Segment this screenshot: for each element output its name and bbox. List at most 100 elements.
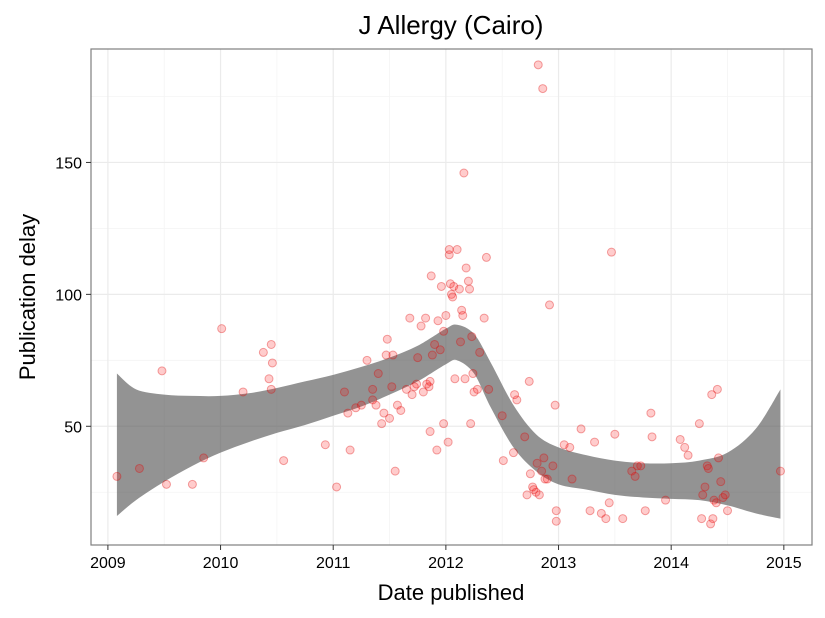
data-point: [697, 514, 707, 524]
data-point: [379, 408, 389, 418]
data-point: [475, 347, 485, 357]
x-tick-label: 2013: [541, 555, 577, 572]
data-point: [425, 376, 435, 386]
data-point: [468, 369, 478, 379]
y-tick-label: 100: [55, 287, 82, 304]
y-tick-label: 50: [64, 419, 82, 436]
data-point: [467, 332, 477, 342]
major-gridlines: [91, 49, 812, 545]
data-point: [412, 379, 422, 389]
data-point: [320, 440, 330, 450]
data-point: [351, 403, 361, 413]
data-point: [385, 413, 395, 423]
data-point: [382, 334, 392, 344]
data-point: [559, 440, 569, 450]
data-point: [632, 461, 642, 471]
data-point: [401, 384, 411, 394]
data-point: [368, 384, 378, 394]
data-point: [702, 461, 712, 471]
data-point: [362, 355, 372, 365]
data-point: [448, 292, 458, 302]
data-point: [469, 387, 479, 397]
data-point: [472, 384, 482, 394]
data-point: [708, 514, 718, 524]
data-point: [436, 281, 446, 291]
x-axis-title: Date published: [378, 580, 525, 605]
data-point: [525, 469, 535, 479]
data-point: [661, 495, 671, 505]
data-point: [548, 461, 558, 471]
data-point: [450, 374, 460, 384]
data-point: [445, 279, 455, 289]
data-point: [720, 490, 730, 500]
data-point: [700, 482, 710, 492]
data-point: [238, 387, 248, 397]
data-point: [371, 400, 381, 410]
data-point: [258, 347, 268, 357]
data-point: [646, 408, 656, 418]
data-point: [421, 313, 431, 323]
data-point: [539, 453, 549, 463]
plot-panel-border: [90, 48, 813, 546]
data-point: [459, 168, 469, 178]
data-point: [433, 316, 443, 326]
data-point: [540, 474, 550, 484]
data-point: [694, 419, 704, 429]
data-point: [640, 506, 650, 516]
data-point: [332, 482, 342, 492]
data-point: [590, 437, 600, 447]
data-point: [601, 514, 611, 524]
x-tick-label: 2011: [316, 555, 351, 572]
data-point: [524, 376, 534, 386]
data-point: [576, 424, 586, 434]
data-point: [392, 400, 402, 410]
data-point: [439, 419, 449, 429]
data-point: [413, 353, 423, 363]
data-point: [368, 395, 378, 405]
data-point: [484, 384, 494, 394]
smooth-confidence-band: [116, 324, 781, 519]
data-point: [585, 506, 595, 516]
data-point: [356, 400, 366, 410]
data-point: [497, 411, 507, 421]
data-point: [432, 445, 442, 455]
data-point: [266, 384, 276, 394]
data-point: [712, 384, 722, 394]
data-point: [425, 427, 435, 437]
minor-gridlines: [91, 49, 812, 545]
chart-title: J Allergy (Cairo): [359, 10, 544, 40]
data-point: [430, 339, 440, 349]
data-point: [444, 250, 454, 260]
data-point: [463, 276, 473, 286]
data-point: [680, 442, 690, 452]
data-point: [447, 289, 456, 299]
data-point: [396, 405, 406, 415]
data-point: [377, 419, 387, 429]
x-tick-label: 2010: [203, 555, 239, 572]
x-tick-label: 2015: [766, 555, 802, 572]
data-point: [452, 245, 462, 255]
data-point: [267, 358, 277, 368]
data-point: [630, 471, 640, 481]
data-point: [388, 350, 398, 360]
data-point: [531, 487, 541, 497]
data-point: [529, 485, 539, 495]
data-point: [134, 463, 144, 473]
data-point: [187, 479, 197, 489]
data-point: [439, 326, 449, 336]
data-point: [466, 419, 476, 429]
data-point: [458, 310, 468, 320]
data-point: [533, 60, 543, 70]
data-point: [381, 350, 391, 360]
data-point: [534, 490, 544, 500]
data-point: [407, 390, 417, 400]
data-point: [498, 456, 508, 466]
data-point: [416, 321, 426, 331]
data-point: [373, 369, 383, 379]
data-point: [266, 339, 276, 349]
data-point: [709, 495, 719, 505]
data-point: [510, 390, 520, 400]
x-tick-label: 2012: [428, 555, 464, 572]
data-point: [390, 466, 400, 476]
